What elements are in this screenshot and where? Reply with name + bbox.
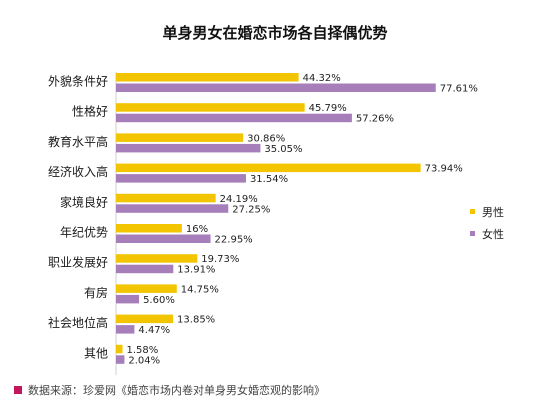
category-label: 外貌条件好 [48,74,108,89]
value-label: 5.60% [143,295,175,306]
source-marker [14,386,22,394]
bar-female [116,294,140,304]
legend-label: 女性 [482,227,504,241]
value-label: 4.47% [138,325,170,336]
legend-label: 男性 [482,205,504,219]
value-label: 44.32% [303,73,341,84]
bar-female [116,355,125,364]
value-labels: 44.32% 77.61% 45.79% 57.26% 30.86%35.05% 73.9… [127,73,478,366]
category-label: 年纪优势 [60,226,108,240]
category-label: 社会地位高 [48,315,108,330]
value-label: 73.94% [425,164,463,175]
value-label: 35.05% [264,144,302,155]
category-label: 有房 [84,285,108,300]
bar-male [116,314,174,324]
bar-female [116,234,211,243]
category-label: 经济收入高 [48,164,108,179]
value-label: 19.73% [201,254,239,265]
value-label: 30.86% [247,133,285,144]
bar-male [116,73,299,82]
legend-swatch [470,231,475,236]
bar-female [116,113,352,123]
source-note: 数据来源：珍爱网《婚恋市场内卷对单身男女婚恋观的影响》 [28,383,325,397]
bar-male [116,133,244,142]
bar-male [116,284,177,293]
category-label: 家境良好 [60,194,108,209]
bar-male [116,193,216,203]
value-label: 77.61% [440,84,478,95]
value-label: 16% [186,224,208,235]
bar-male [116,224,182,233]
bar-female [116,264,174,274]
bar-female [116,143,261,153]
value-label: 45.79% [309,103,347,114]
value-label: 31.54% [250,174,288,185]
bars-group [116,73,436,364]
value-label: 2.04% [128,355,160,366]
value-label: 13.91% [177,265,215,276]
bar-male [116,103,305,112]
value-label: 14.75% [181,284,219,295]
value-label: 24.19% [220,194,258,205]
bar-female [116,83,436,92]
category-label: 性格好 [72,104,108,119]
category-label: 职业发展好 [48,255,108,270]
value-label: 22.95% [215,235,253,246]
value-label: 13.85% [177,315,215,326]
bar-female [116,174,246,183]
bar-male [116,163,421,173]
category-label: 教育水平高 [48,134,108,149]
bar-male [116,254,198,263]
value-label: 57.26% [356,114,394,125]
value-label: 1.58% [127,345,159,356]
bar-female [116,204,229,213]
value-label: 27.25% [232,204,270,215]
chart-title: 单身男女在婚恋市场各自择偶优势 [162,24,387,42]
bar-female [116,325,135,334]
category-label: 其他 [84,346,108,360]
legend-swatch [470,209,475,214]
bar-male [116,344,123,354]
